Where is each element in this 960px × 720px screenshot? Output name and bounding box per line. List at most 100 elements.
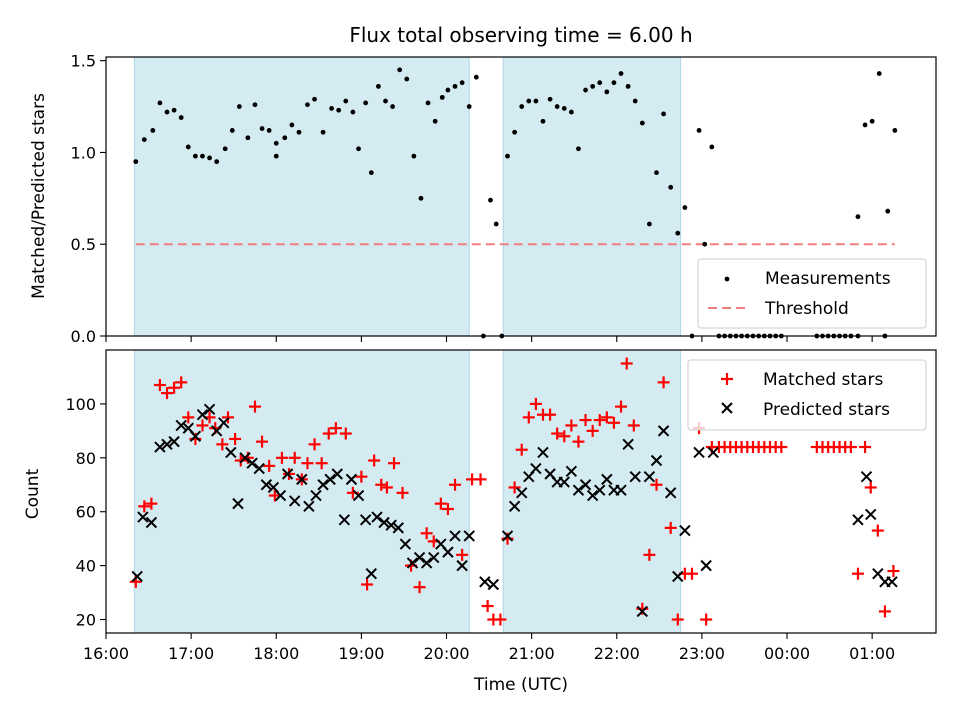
measurement-point <box>178 115 184 120</box>
matched-point <box>449 478 462 491</box>
measurement-point <box>696 128 702 133</box>
predicted-point <box>479 576 491 588</box>
measurement-point <box>885 208 891 214</box>
measurement-point <box>682 205 688 210</box>
time-x-tick-label: 22:00 <box>594 644 640 663</box>
count-panel: 20 40 60 80 100 16:00 17:00 18:00 19:00 20:00 21:… <box>23 349 937 695</box>
predicted-point <box>378 516 390 529</box>
predicted-point <box>406 557 419 569</box>
measurement-point <box>561 105 567 111</box>
measurement-point <box>245 135 251 141</box>
predicted-point <box>288 495 301 507</box>
matched-point <box>441 503 454 516</box>
time-x-tick-label: 21:00 <box>509 644 555 663</box>
matched-point <box>551 427 564 440</box>
measurement-point <box>583 87 588 93</box>
predicted-point <box>501 530 514 542</box>
matched-point <box>368 454 381 467</box>
predicted-point <box>338 514 351 526</box>
measurement-point <box>869 118 875 124</box>
measurement-point <box>273 153 279 159</box>
predicted-point <box>232 497 244 510</box>
measurement-point <box>505 153 510 159</box>
chart-title: Flux total observing time = 6.00 h <box>349 23 692 47</box>
ratio-panel: 0.0 0.5 1.0 1.5 Matched/Predicted stars Mea… <box>29 52 937 346</box>
measurement-point <box>554 104 560 109</box>
measurement-point <box>432 118 438 124</box>
count-y-axis: 20 40 60 80 100 <box>65 395 106 630</box>
ratio-y-label: Matched/Predicted stars <box>29 93 49 299</box>
measurement-point <box>632 98 638 104</box>
legend-predicted-marker <box>721 402 733 414</box>
matched-point <box>138 500 151 513</box>
predicted-point <box>565 465 578 477</box>
predicted-point <box>253 462 265 475</box>
measurement-point <box>439 94 445 100</box>
measurement-point <box>236 104 242 109</box>
count-legend-box <box>687 359 927 431</box>
predicted-point <box>650 454 663 467</box>
measurement-point <box>141 137 147 142</box>
measurement-point <box>252 102 258 108</box>
ratio-y-tick-label: 0.0 <box>71 327 96 346</box>
measurement-point <box>164 109 170 115</box>
matched-point <box>844 441 857 454</box>
matched-point <box>308 438 321 451</box>
measurement-point <box>200 153 205 159</box>
predicted-point <box>137 511 149 523</box>
predicted-point <box>622 438 634 451</box>
predicted-point <box>449 530 461 542</box>
measurement-point <box>229 128 235 133</box>
measurement-point <box>356 146 361 152</box>
measurement-point <box>185 144 191 150</box>
observing-windows-bottom <box>133 349 682 634</box>
time-x-tick-label: 20:00 <box>423 644 469 663</box>
measurement-point <box>445 87 451 93</box>
predicted-point <box>860 470 873 483</box>
predicted-point <box>392 522 404 534</box>
predicted-point <box>196 408 209 421</box>
measurement-point <box>383 98 388 104</box>
matched-point <box>615 400 628 413</box>
matched-point <box>657 376 670 389</box>
measurement-point <box>604 89 610 95</box>
matched-point <box>558 430 571 443</box>
matched-point <box>420 527 433 540</box>
time-x-axis: 16:00 17:00 18:00 19:00 20:00 21:00 22:00 23:00… <box>83 633 895 663</box>
predicted-points <box>131 403 898 618</box>
matched-point <box>301 457 314 470</box>
count-y-tick-label: 40 <box>76 557 96 576</box>
matched-point <box>263 459 276 472</box>
matched-point <box>871 524 884 537</box>
matched-point <box>565 419 578 432</box>
predicted-point <box>260 479 273 491</box>
matched-point <box>268 489 281 502</box>
predicted-point <box>324 473 336 486</box>
measurement-point <box>625 83 631 89</box>
predicted-point <box>274 489 287 502</box>
matched-point <box>700 613 713 626</box>
predicted-point <box>629 470 641 483</box>
measurement-point <box>329 105 334 111</box>
predicted-point <box>664 487 677 499</box>
predicted-point <box>636 605 649 618</box>
measurement-point <box>376 83 381 89</box>
ratio-legend: Measurements Threshold <box>697 258 927 329</box>
matched-point <box>887 565 900 578</box>
predicted-point <box>352 489 365 502</box>
matched-point <box>685 567 698 580</box>
measurement-point <box>675 230 681 236</box>
measurement-point <box>459 80 465 86</box>
predicted-point <box>615 484 627 496</box>
measurement-point <box>214 159 220 165</box>
measurement-point <box>150 128 156 133</box>
ratio-plot-frame <box>105 56 937 337</box>
predicted-point <box>189 430 202 442</box>
count-y-tick-label: 80 <box>76 449 96 468</box>
matched-point <box>607 416 620 429</box>
measurement-point <box>611 80 617 86</box>
measurement-point <box>533 98 539 104</box>
matched-point <box>508 481 521 494</box>
measurement-point <box>862 122 868 128</box>
measurement-point <box>425 100 431 106</box>
